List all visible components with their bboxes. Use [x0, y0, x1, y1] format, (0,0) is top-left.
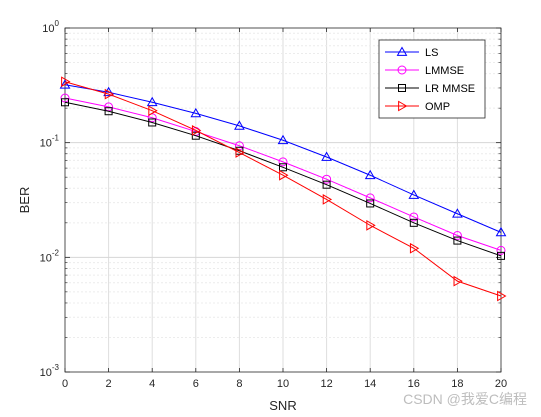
data-point-lr-mmse [453, 236, 462, 245]
data-point-ls [59, 79, 71, 89]
data-point-lr-mmse [148, 118, 157, 127]
watermark: CSDN @我爱C编程 [403, 391, 527, 407]
x-tick-label: 4 [149, 378, 155, 390]
legend-marker-lmmse [397, 65, 407, 75]
data-point-omp [104, 88, 115, 100]
plot-area: 0 2 4 6 8 10 12 14 16 18 20 100 10-1 10-2 10-3 SNR BER LS… [17, 19, 507, 413]
x-tick-label: 8 [236, 378, 242, 390]
data-point-omp [279, 169, 289, 181]
x-tick-label: 14 [364, 378, 376, 390]
x-tick-label: 20 [495, 378, 507, 390]
data-point-omp [409, 242, 420, 254]
legend-label-lmmse: LMMSE [425, 65, 464, 77]
data-point-lr-mmse [322, 180, 331, 189]
data-point-ls [321, 151, 332, 161]
y-axis-label: BER [17, 187, 32, 214]
data-point-omp [453, 275, 463, 287]
series-line-omp [64, 81, 502, 297]
y-tick-label: 10-2 [40, 248, 60, 264]
data-point-lmmse [452, 231, 462, 241]
legend-box [378, 39, 486, 119]
y-tick-label: 100 [42, 19, 59, 35]
data-point-lmmse [365, 193, 375, 203]
data-point-ls [234, 120, 245, 130]
data-point-lmmse [278, 157, 288, 167]
data-point-ls [495, 226, 507, 237]
legend-marker-ls [396, 46, 408, 56]
data-point-lr-mmse [279, 163, 287, 172]
data-point-lmmse [60, 93, 70, 103]
data-point-lr-mmse [61, 98, 69, 107]
legend-label-ls: LS [425, 47, 438, 59]
data-point-ls [364, 169, 376, 180]
data-point-lr-mmse [409, 218, 418, 227]
data-point-lmmse [409, 212, 419, 222]
data-point-lmmse [322, 174, 332, 184]
data-point-lr-mmse [366, 199, 375, 208]
y-tick-label: 10-3 [40, 363, 60, 379]
x-tick-label: 6 [193, 378, 199, 390]
series-line-lmmse [64, 97, 502, 251]
data-point-omp [235, 147, 245, 158]
legend-marker-lr-mmse [398, 84, 406, 92]
data-point-ls [277, 134, 289, 145]
data-point-omp [61, 76, 71, 88]
x-tick-label: 16 [408, 378, 420, 390]
legend-label-omp: OMP [425, 101, 450, 113]
y-tick-label: 10-1 [40, 134, 60, 150]
legend-label-lr-mmse: LR MMSE [425, 83, 475, 95]
data-point-lr-mmse [104, 107, 113, 116]
data-point-ls [408, 189, 420, 199]
data-point-omp [191, 125, 202, 136]
data-point-omp [366, 220, 376, 231]
x-tick-label: 18 [451, 378, 463, 390]
x-tick-label: 12 [320, 378, 332, 390]
series-line-lr-mmse [64, 101, 502, 257]
series-line-ls [64, 84, 502, 233]
data-point-ls [190, 107, 202, 118]
data-point-omp [497, 290, 507, 302]
data-point-ls [452, 208, 463, 218]
data-point-lr-mmse [497, 251, 505, 260]
data-point-omp [322, 194, 333, 205]
data-point-ls [146, 96, 158, 107]
data-point-lmmse [496, 245, 506, 255]
legend-marker-omp [398, 100, 408, 112]
x-tick-label: 2 [106, 378, 112, 390]
x-tick-label: 10 [277, 378, 289, 390]
data-point-lr-mmse [191, 131, 200, 140]
x-tick-label: 0 [62, 378, 68, 390]
data-point-omp [148, 105, 158, 117]
data-point-ls [103, 86, 114, 97]
x-axis-label: SNR [269, 398, 296, 413]
